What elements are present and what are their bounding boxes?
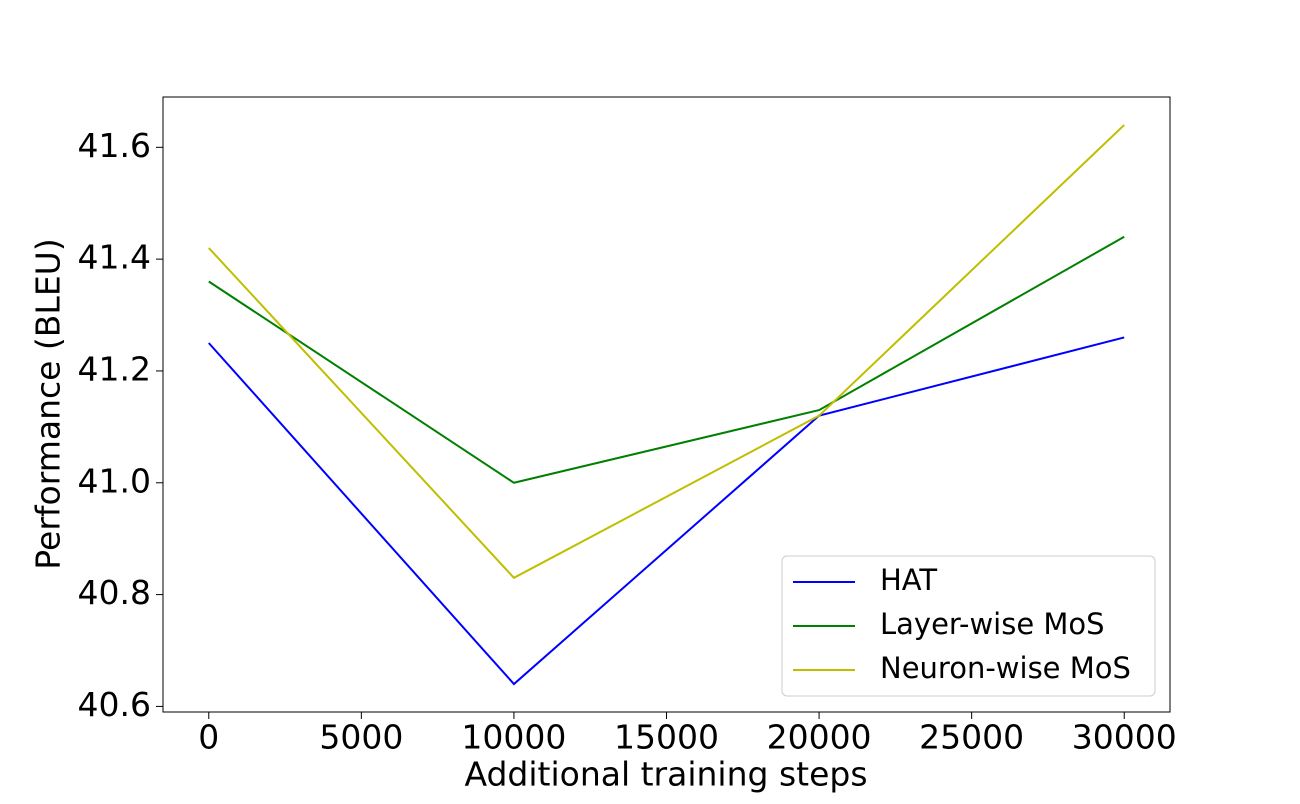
x-tick-label: 15000	[614, 718, 719, 757]
y-tick-label: 41.2	[78, 349, 151, 388]
x-tick-label: 25000	[919, 718, 1024, 757]
y-tick-label: 40.8	[78, 573, 151, 612]
x-tick-label: 0	[198, 718, 219, 757]
x-axis-label: Additional training steps	[464, 755, 867, 794]
y-tick-label: 41.4	[78, 238, 151, 277]
y-tick-label: 41.0	[78, 461, 151, 500]
y-tick-label: 41.6	[78, 126, 151, 165]
y-axis-label: Performance (BLEU)	[29, 238, 68, 569]
legend-label: Neuron-wise MoS	[880, 651, 1131, 685]
x-tick-label: 30000	[1072, 718, 1177, 757]
y-tick-label: 40.6	[78, 685, 151, 724]
legend-box	[781, 555, 1156, 697]
legend-label: Layer-wise MoS	[880, 607, 1105, 641]
x-tick-label: 20000	[767, 718, 872, 757]
series-line	[208, 124, 1125, 580]
series-line	[208, 235, 1125, 484]
series-line	[208, 336, 1125, 686]
legend-label: HAT	[880, 563, 937, 597]
plot-frame	[162, 96, 1171, 713]
x-tick-label: 5000	[319, 718, 403, 757]
x-tick-label: 10000	[461, 718, 566, 757]
